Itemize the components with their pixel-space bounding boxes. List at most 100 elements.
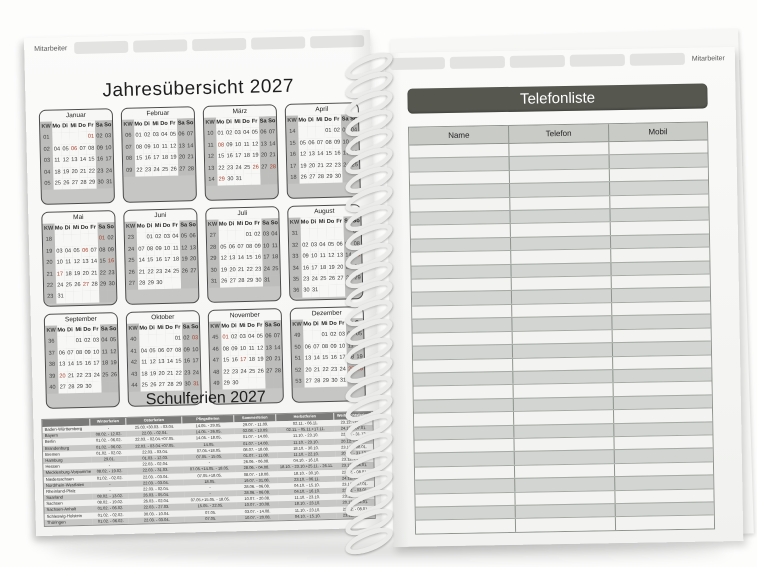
- day-cell: [65, 336, 75, 349]
- day-cell: 30: [225, 174, 235, 186]
- day-cell: 05: [61, 143, 70, 156]
- day-cell: 17: [151, 153, 161, 165]
- day-cell: 21: [89, 268, 99, 280]
- day-header: Do: [164, 322, 174, 335]
- day-cell: [319, 285, 329, 297]
- day-cell: 28: [312, 376, 322, 388]
- day-cell: 09: [106, 244, 116, 257]
- day-cell: [309, 228, 319, 241]
- kw-number: 44: [128, 380, 141, 393]
- day-cell: 22: [98, 267, 108, 280]
- day-header: Do: [246, 320, 256, 333]
- state-name: Thüringen: [44, 518, 93, 526]
- day-cell: 31: [310, 285, 320, 298]
- day-cell: 17: [92, 358, 101, 371]
- day-cell: 03: [55, 246, 64, 258]
- day-cell: [60, 132, 70, 145]
- day-cell: 28: [79, 177, 88, 190]
- day-cell: [63, 234, 73, 247]
- day-cell: 16: [301, 262, 311, 275]
- day-cell: 16: [83, 358, 93, 371]
- day-cell: 14: [78, 154, 88, 167]
- day-cell: 11: [270, 240, 280, 253]
- kw-number: 45: [209, 332, 222, 345]
- ferien-dates: 22.03. - 03.04.: [128, 516, 185, 524]
- day-cell: 15: [98, 256, 108, 269]
- kw-number: 09: [123, 165, 136, 177]
- telefon-cell: [416, 519, 516, 533]
- day-cell: 27: [307, 172, 317, 184]
- ferien-dates: 07.05.: [184, 515, 237, 523]
- day-header: KW: [121, 119, 135, 132]
- day-cell: [101, 381, 111, 393]
- day-cell: 13: [259, 139, 269, 151]
- day-cell: 16: [95, 154, 105, 167]
- day-cell: 28: [66, 382, 76, 394]
- day-cell: 06: [227, 241, 237, 254]
- day-header: Do: [244, 218, 254, 231]
- day-cell: 25: [318, 273, 328, 286]
- day-cell: 18: [160, 152, 170, 165]
- day-cell: [147, 334, 157, 347]
- day-cell: 04: [270, 229, 279, 242]
- day-cell: 08: [244, 241, 254, 254]
- day-cell: [136, 232, 146, 245]
- day-header: Sa: [258, 116, 268, 128]
- day-cell: 25: [140, 380, 150, 392]
- day-cell: 31: [234, 173, 244, 186]
- kw-number: 30: [207, 265, 220, 277]
- day-cell: 21: [273, 354, 283, 366]
- day-cell: [109, 381, 119, 393]
- day-cell: [164, 334, 174, 346]
- day-cell: [99, 290, 108, 303]
- day-cell: 12: [326, 250, 336, 263]
- day-cell: 17: [191, 356, 201, 368]
- month-grid: KW Mo Di Mi Do Fr Sa So 27 01 02 03 04 28 05 06 07 08 09 10…: [206, 218, 281, 289]
- day-header: So: [185, 118, 195, 130]
- day-cell: 24: [92, 370, 102, 382]
- day-cell: 31: [191, 379, 201, 391]
- day-cell: 02: [229, 332, 239, 345]
- day-cell: 24: [55, 280, 65, 292]
- day-cell: 23: [253, 264, 263, 276]
- day-cell: 19: [251, 150, 260, 163]
- day-cell: 16: [182, 356, 192, 369]
- day-cell: 02: [253, 229, 262, 242]
- day-cell: 12: [61, 155, 71, 167]
- day-header: KW: [203, 117, 217, 130]
- day-cell: 03: [238, 332, 248, 344]
- day-header: Mo: [215, 117, 225, 130]
- day-cell: 09: [225, 139, 234, 152]
- day-cell: 20: [58, 370, 67, 383]
- day-cell: 13: [303, 353, 313, 366]
- day-cell: 17: [104, 154, 114, 166]
- day-cell: 05: [250, 127, 260, 140]
- day-cell: 14: [315, 149, 325, 161]
- day-cell: 29: [98, 279, 108, 291]
- day-cell: 23: [83, 370, 93, 382]
- day-cell: 03: [103, 131, 113, 144]
- day-header: KW: [206, 219, 219, 232]
- day-cell: 19: [148, 368, 158, 381]
- day-header: Fr: [255, 320, 265, 333]
- day-cell: 16: [230, 355, 240, 367]
- day-cell: 03: [162, 232, 172, 244]
- day-header: Di: [145, 221, 154, 233]
- ferien-dates: 10.07. - 20.08.: [236, 514, 279, 522]
- kw-number: 40: [46, 382, 59, 395]
- day-header: Mi: [151, 119, 160, 131]
- day-cell: 22: [222, 366, 231, 379]
- months-grid: Januar KW Mo Di Mi Do Fr Sa So 01 01 02 03 02 04 05 06 07…: [38, 102, 366, 409]
- day-cell: 13: [69, 155, 79, 167]
- telefonliste-rows: [409, 140, 715, 534]
- column-header-name: Name: [448, 130, 470, 140]
- day-cell: 07: [312, 341, 321, 354]
- day-cell: 08: [134, 142, 144, 154]
- kw-number: 37: [45, 348, 58, 361]
- day-cell: 11: [318, 251, 328, 263]
- day-cell: 18: [270, 252, 280, 264]
- day-cell: 22: [245, 264, 255, 276]
- day-cell: 25: [64, 280, 74, 292]
- day-cell: 09: [329, 341, 339, 354]
- kw-number: 29: [207, 253, 220, 266]
